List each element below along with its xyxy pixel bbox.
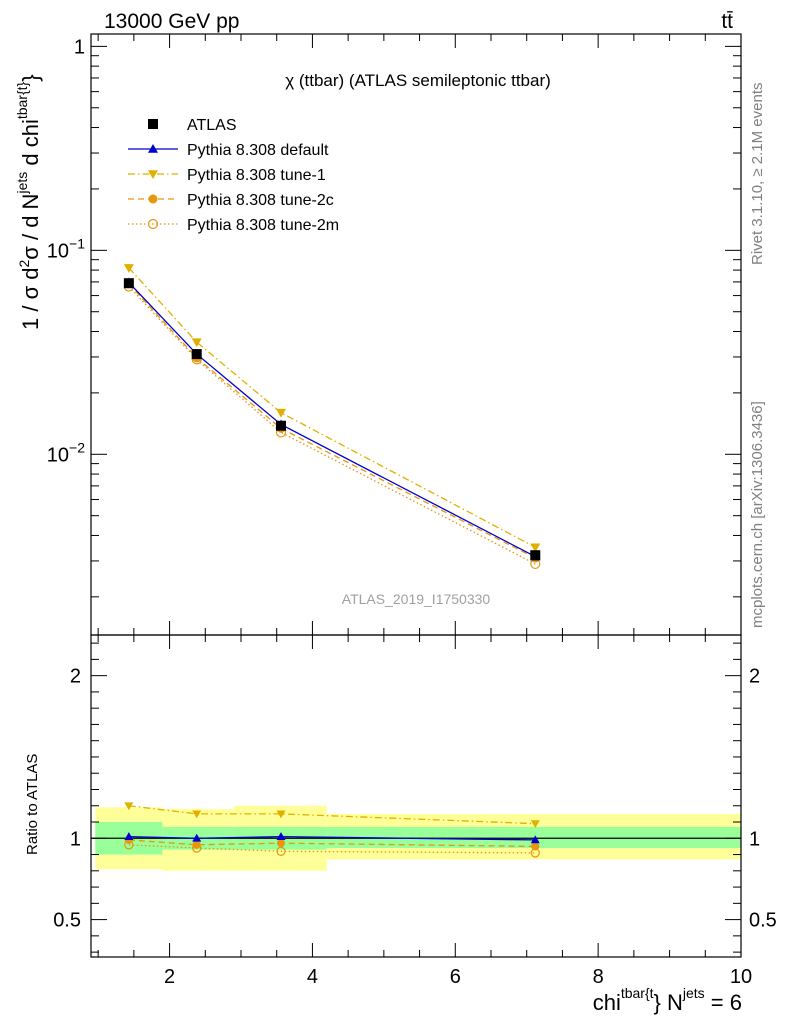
series-line xyxy=(128,286,536,565)
x-tick-label: 6 xyxy=(450,966,461,988)
ratio-line xyxy=(128,805,536,825)
legend-marker xyxy=(148,144,158,153)
ratio-point xyxy=(124,802,134,811)
y-axis-label-part-c: d chi xyxy=(18,119,43,172)
x-axis-label-part-b: } N xyxy=(654,990,683,1015)
legend-label: ATLAS xyxy=(187,117,237,134)
header-energy-label: 13000 GeV pp xyxy=(104,10,239,33)
ratio-series-layer xyxy=(124,802,540,858)
y-axis-label-part-b: σ / d N xyxy=(18,194,43,260)
y-tick-label: 10−1 xyxy=(47,235,85,262)
ratio-line xyxy=(128,836,536,841)
y-tick-label: 1 xyxy=(74,36,85,58)
analysis-watermark: ATLAS_2019_I1750330 xyxy=(342,591,491,607)
data-point xyxy=(191,349,202,360)
x-tick-label: 10 xyxy=(730,966,752,988)
x-tick-label: 8 xyxy=(593,966,604,988)
ratio-tick-label-right: 1 xyxy=(749,828,760,850)
x-tick-label: 2 xyxy=(164,966,175,988)
ratio-frame xyxy=(90,634,742,958)
ratio-point xyxy=(276,839,286,848)
ratio-point xyxy=(530,820,540,829)
main-series-layer xyxy=(123,264,541,570)
y-tick-label: 10−2 xyxy=(47,439,85,466)
legend-marker xyxy=(148,170,158,179)
y-axis-label-part-d: } xyxy=(18,74,43,81)
ratio-point xyxy=(192,810,202,819)
y-axis-label-sup-b: jets xyxy=(14,172,30,195)
plot-title: χ (ttbar) (ATLAS semileptonic ttbar) xyxy=(285,71,551,90)
y-axis-label: 1 / σ d2σ / d Njets d chitbar{t}} xyxy=(14,74,43,330)
ratio-tick-label-right: 2 xyxy=(749,666,760,688)
data-point xyxy=(276,420,286,431)
ratio-point xyxy=(276,832,286,841)
ratio-line xyxy=(128,839,536,848)
legend-marker xyxy=(148,119,158,129)
ratio-y-axis-label: Ratio to ATLAS xyxy=(24,754,41,855)
ratio-point xyxy=(530,835,540,844)
legend-marker xyxy=(148,194,158,204)
series-line xyxy=(128,282,536,558)
series-point xyxy=(276,408,286,418)
y-axis-label-sup-a: 2 xyxy=(16,260,32,268)
x-tick-label: 4 xyxy=(307,966,318,988)
series-line xyxy=(128,283,536,559)
x-axis-label-sup-b: jets xyxy=(682,985,705,1001)
mcplots-label: mcplots.cern.ch [arXiv:1306.3436] xyxy=(749,401,766,628)
series-line xyxy=(128,267,536,548)
x-axis-label-part-c: = 6 xyxy=(705,990,742,1015)
axes-layer: 2 4 6 8 10 1 10−1 10−2 0.5 0.5 1 1 2 2 xyxy=(47,33,777,988)
ratio-point xyxy=(276,810,286,819)
series-point xyxy=(530,543,541,553)
series-point xyxy=(191,338,202,348)
legend-label: Pythia 8.308 tune-1 xyxy=(187,167,326,184)
legend-marker xyxy=(147,218,159,230)
legend-label: Pythia 8.308 default xyxy=(187,142,329,159)
ratio-band-green xyxy=(326,826,741,849)
header-process-label: tt̄ xyxy=(721,10,733,33)
ratio-point xyxy=(192,840,201,849)
x-axis-label-part-a: chi xyxy=(593,990,621,1015)
ratio-tick-label: 1 xyxy=(70,828,81,850)
series-point xyxy=(123,264,134,273)
data-point xyxy=(123,278,134,289)
data-point xyxy=(530,550,541,561)
ratio-tick-label: 2 xyxy=(70,666,81,688)
legend: ATLAS Pythia 8.308 default Pythia 8.308 tu… xyxy=(128,117,339,234)
ratio-tick-label-right: 0.5 xyxy=(749,910,777,932)
x-axis-label-sup-a: tbar{t xyxy=(621,985,654,1001)
ratio-tick-label: 0.5 xyxy=(53,910,81,932)
ratio-point xyxy=(531,842,540,851)
y-axis-label-part-a: 1 / σ d xyxy=(18,268,43,331)
ratio-point xyxy=(124,832,134,841)
ratio-point xyxy=(276,846,286,856)
legend-label: Pythia 8.308 tune-2m xyxy=(187,217,339,234)
rivet-label: Rivet 3.1.10, ≥ 2.1M events xyxy=(749,83,766,266)
ratio-point xyxy=(192,833,202,842)
y-axis-label-sup-c: tbar{t} xyxy=(14,81,30,119)
legend-label: Pythia 8.308 tune-2c xyxy=(187,192,334,209)
x-axis-label: chitbar{t} Njets = 6 xyxy=(593,985,742,1015)
